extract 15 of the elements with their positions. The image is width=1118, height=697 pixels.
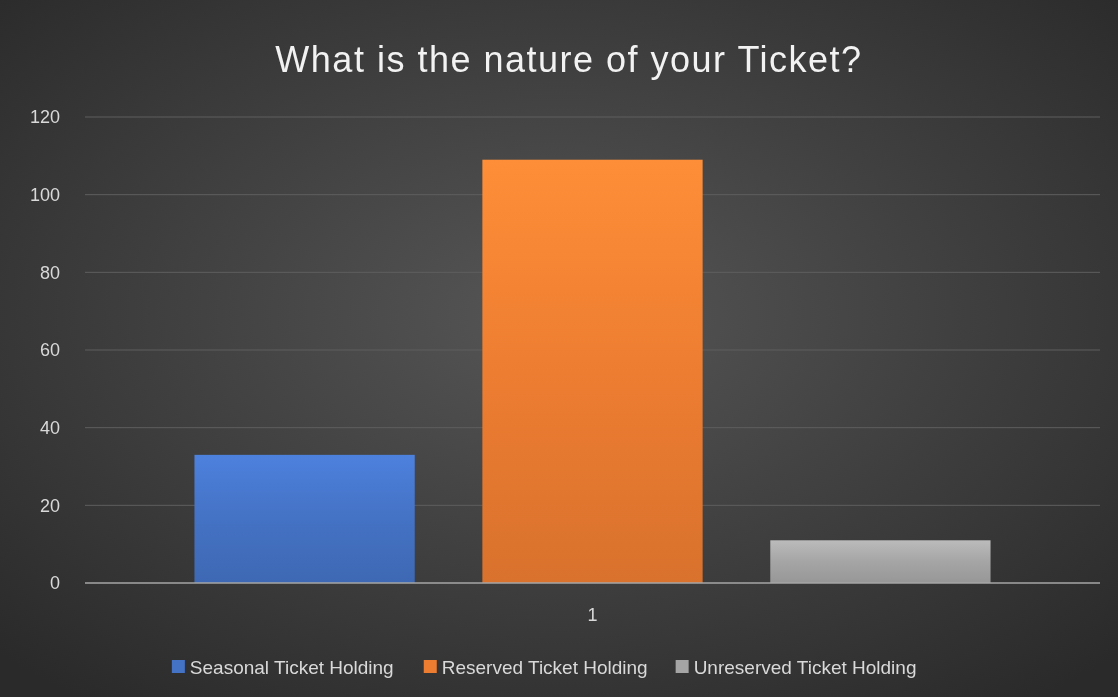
bar bbox=[194, 454, 415, 583]
y-tick-label: 20 bbox=[39, 495, 60, 516]
x-tick-label: 1 bbox=[587, 605, 598, 625]
bar bbox=[482, 159, 703, 583]
chart-title: What is the nature of your Ticket? bbox=[275, 39, 863, 80]
legend-label: Seasonal Ticket Holding bbox=[189, 656, 394, 678]
legend-label: Reserved Ticket Holding bbox=[441, 656, 648, 678]
y-tick-label: 40 bbox=[39, 417, 60, 438]
y-tick-label: 80 bbox=[39, 262, 60, 283]
y-tick-label: 0 bbox=[49, 573, 60, 594]
y-tick-label: 120 bbox=[29, 107, 60, 128]
y-tick-label: 60 bbox=[39, 340, 60, 361]
bar bbox=[770, 540, 991, 583]
legend-label: Unreserved Ticket Holding bbox=[693, 656, 917, 678]
y-tick-label: 100 bbox=[29, 184, 60, 205]
